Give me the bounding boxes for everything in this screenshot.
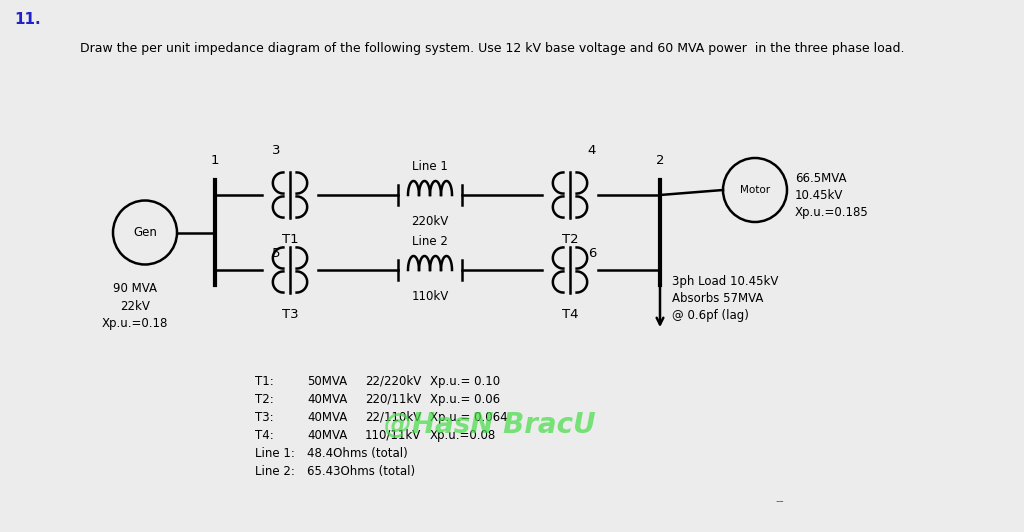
Text: T1:: T1: — [255, 375, 273, 388]
Text: Gen: Gen — [133, 226, 157, 239]
Text: 40MVA: 40MVA — [307, 393, 347, 406]
Text: Xp.u.= 0.06: Xp.u.= 0.06 — [430, 393, 500, 406]
Text: T4: T4 — [562, 308, 579, 321]
Text: T3:: T3: — [255, 411, 273, 424]
Text: 90 MVA: 90 MVA — [113, 282, 157, 295]
Text: T3: T3 — [282, 308, 298, 321]
Text: Xp.u.=0.18: Xp.u.=0.18 — [101, 317, 168, 329]
Text: 11.: 11. — [14, 12, 41, 27]
Text: 4: 4 — [588, 144, 596, 157]
Text: 220kV: 220kV — [412, 215, 449, 228]
Text: 65.43Ohms (total): 65.43Ohms (total) — [307, 465, 415, 478]
Text: 110/11kV: 110/11kV — [365, 429, 421, 442]
Text: 22/110kV: 22/110kV — [365, 411, 421, 424]
Text: @ 0.6pf (lag): @ 0.6pf (lag) — [672, 309, 749, 322]
Text: Line 2: Line 2 — [412, 235, 447, 248]
Text: T2:: T2: — [255, 393, 273, 406]
Text: T1: T1 — [282, 233, 298, 246]
Text: 48.4Ohms (total): 48.4Ohms (total) — [307, 447, 408, 460]
Text: Xp.u.=0.185: Xp.u.=0.185 — [795, 206, 868, 219]
Text: 5: 5 — [271, 247, 281, 260]
Text: Line 1:: Line 1: — [255, 447, 295, 460]
Text: T2: T2 — [562, 233, 579, 246]
Text: 1: 1 — [211, 154, 219, 167]
Text: Line 1: Line 1 — [412, 160, 447, 173]
Text: 40MVA: 40MVA — [307, 429, 347, 442]
Text: 110kV: 110kV — [412, 290, 449, 303]
Text: Xp.u.= 0.064: Xp.u.= 0.064 — [430, 411, 508, 424]
Text: 50MVA: 50MVA — [307, 375, 347, 388]
Text: 22/220kV: 22/220kV — [365, 375, 421, 388]
Text: Line 2:: Line 2: — [255, 465, 295, 478]
Text: Motor: Motor — [740, 185, 770, 195]
Text: 3: 3 — [271, 144, 281, 157]
Text: 220/11kV: 220/11kV — [365, 393, 421, 406]
Text: Xp.u.= 0.10: Xp.u.= 0.10 — [430, 375, 500, 388]
Text: 2: 2 — [655, 154, 665, 167]
Text: 22kV: 22kV — [120, 300, 150, 312]
Text: Draw the per unit impedance diagram of the following system. Use 12 kV base volt: Draw the per unit impedance diagram of t… — [80, 42, 904, 55]
Text: 6: 6 — [588, 247, 596, 260]
Text: Xp.u.=0.08: Xp.u.=0.08 — [430, 429, 497, 442]
Text: T4:: T4: — [255, 429, 273, 442]
Text: @HasN BracU: @HasN BracU — [384, 411, 596, 439]
Text: Absorbs 57MVA: Absorbs 57MVA — [672, 292, 763, 305]
Text: 10.45kV: 10.45kV — [795, 189, 844, 202]
Text: 66.5MVA: 66.5MVA — [795, 172, 847, 185]
Text: 40MVA: 40MVA — [307, 411, 347, 424]
Text: --: -- — [775, 495, 784, 508]
Text: 3ph Load 10.45kV: 3ph Load 10.45kV — [672, 275, 778, 288]
